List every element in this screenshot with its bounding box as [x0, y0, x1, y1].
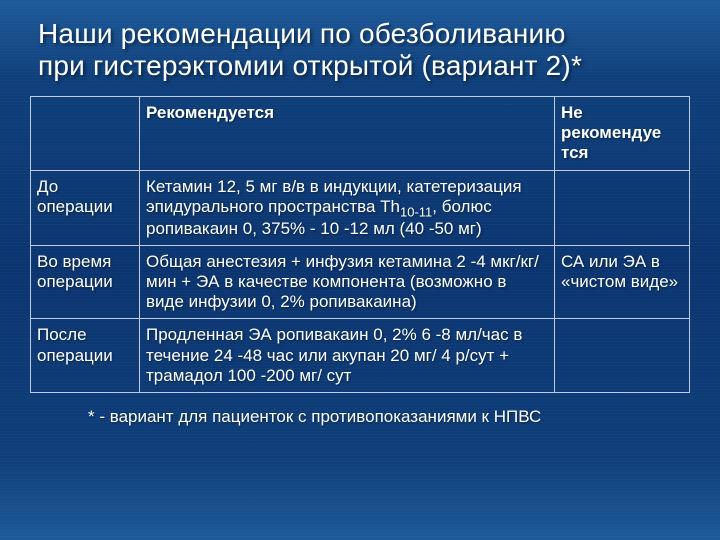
- not-recommended-cell: [555, 170, 690, 246]
- recommended-cell: Кетамин 12, 5 мг в/в в индукции, катетер…: [140, 170, 555, 246]
- header-not-recommended: Не рекомендуе тся: [555, 97, 690, 170]
- header-recommended: Рекомендуется: [140, 97, 555, 170]
- footnote: * - вариант для пациенток с противопоказ…: [88, 407, 692, 427]
- recommended-cell: Общая анестезия + инфузия кетамина 2 -4 …: [140, 246, 555, 319]
- slide: Наши рекомендации по обезболиванию при г…: [0, 0, 720, 540]
- recommendations-table: Рекомендуется Не рекомендуе тся До опера…: [30, 96, 690, 392]
- slide-title: Наши рекомендации по обезболиванию при г…: [38, 18, 692, 82]
- title-line-2: при гистерэктомии открытой (вариант 2)*: [38, 50, 582, 81]
- header-phase: [31, 97, 140, 170]
- not-recommended-cell: СА или ЭА в «чистом виде»: [555, 246, 690, 319]
- phase-cell: До операции: [31, 170, 140, 246]
- table-row: Во время операции Общая анестезия + инфу…: [31, 246, 690, 319]
- table-row: До операции Кетамин 12, 5 мг в/в в индук…: [31, 170, 690, 246]
- phase-cell: После операции: [31, 319, 140, 392]
- recommended-cell: Продленная ЭА ропивакаин 0, 2% 6 -8 мл/ч…: [140, 319, 555, 392]
- phase-cell: Во время операции: [31, 246, 140, 319]
- table-header-row: Рекомендуется Не рекомендуе тся: [31, 97, 690, 170]
- not-recommended-cell: [555, 319, 690, 392]
- title-line-1: Наши рекомендации по обезболиванию: [38, 18, 566, 49]
- table-row: После операции Продленная ЭА ропивакаин …: [31, 319, 690, 392]
